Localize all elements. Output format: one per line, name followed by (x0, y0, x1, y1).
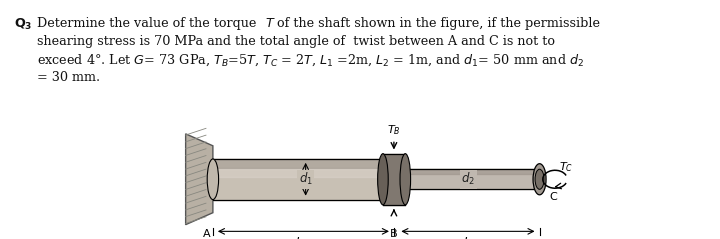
Ellipse shape (207, 159, 219, 200)
Polygon shape (186, 134, 213, 225)
Text: $d_2$: $d_2$ (462, 171, 475, 187)
Text: $T_B$: $T_B$ (387, 123, 401, 137)
Text: C: C (549, 192, 557, 202)
Text: $L_2$: $L_2$ (463, 236, 476, 239)
Ellipse shape (378, 154, 388, 205)
Text: of the shaft shown in the figure, if the permissible: of the shaft shown in the figure, if the… (273, 17, 600, 30)
Text: exceed 4°. Let $G$= 73 GPa, $T_B$=5$T$, $T_C$ = 2$T$, $L_1$ =2m, $L_2$ = 1m, and: exceed 4°. Let $G$= 73 GPa, $T_B$=5$T$, … (37, 53, 584, 68)
Text: $\mathbf{Q_3}$: $\mathbf{Q_3}$ (14, 17, 32, 32)
Ellipse shape (400, 154, 410, 205)
Text: shearing stress is 70 MPa and the total angle of  twist between A and C is not t: shearing stress is 70 MPa and the total … (37, 35, 555, 48)
Text: $L_1$: $L_1$ (295, 236, 308, 239)
Ellipse shape (535, 169, 544, 189)
Text: $T_C$: $T_C$ (559, 160, 573, 174)
Text: $T$: $T$ (265, 17, 276, 30)
Text: Determine the value of the torque: Determine the value of the torque (37, 17, 261, 30)
Text: B: B (390, 229, 397, 239)
Text: A: A (203, 229, 211, 239)
Ellipse shape (533, 164, 546, 195)
Text: = 30 mm.: = 30 mm. (37, 71, 100, 84)
Text: $d_1$: $d_1$ (299, 171, 312, 187)
